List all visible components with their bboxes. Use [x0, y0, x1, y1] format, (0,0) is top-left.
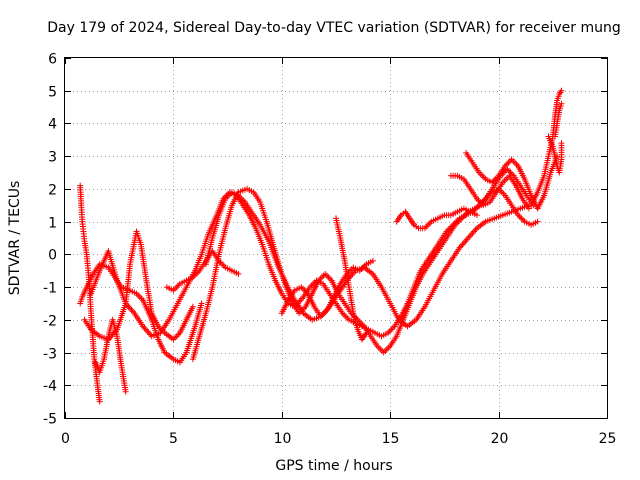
series-track7	[202, 189, 532, 330]
x-tick-label: 15	[382, 431, 400, 447]
data-point	[369, 257, 376, 264]
data-point	[122, 388, 129, 395]
plot-frame	[64, 57, 608, 419]
x-tick-label: 20	[491, 431, 509, 447]
series-track4	[81, 228, 196, 343]
y-tick-label: 0	[48, 248, 57, 264]
y-axis-label: SDTVAR / TECUs	[7, 181, 23, 296]
y-tick-label: -1	[43, 281, 57, 297]
x-tick-label: 0	[61, 431, 70, 447]
series-track6	[189, 166, 537, 363]
data-point	[558, 100, 565, 107]
y-tick-label: -3	[43, 347, 57, 363]
grid-lines	[65, 58, 607, 418]
x-tick-label: 5	[169, 431, 178, 447]
series-track15	[545, 133, 565, 176]
y-tick-labels: -5 -4 -3 -2 -1 0 1 2 3 4 5 6	[43, 52, 57, 428]
y-tick-label: 4	[48, 117, 57, 133]
y-tick-label: 3	[48, 150, 57, 166]
y-tick-label: -2	[43, 314, 57, 330]
y-tick-label: 6	[48, 52, 57, 68]
data-point	[558, 87, 565, 94]
y-tick-label: -5	[43, 412, 57, 428]
data-point	[534, 218, 541, 225]
data-point	[473, 212, 480, 219]
y-tick-label: -4	[43, 379, 57, 395]
x-tick-labels: 0 5 10 15 20 25	[61, 431, 616, 447]
series-layer	[77, 87, 565, 405]
series-track8	[163, 248, 242, 294]
data-point	[198, 300, 205, 307]
x-tick-label: 25	[599, 431, 617, 447]
data-point	[189, 303, 196, 310]
y-tick-label: 2	[48, 183, 57, 199]
x-axis-label: GPS time / hours	[275, 458, 392, 474]
data-point	[235, 271, 242, 277]
data-point	[363, 329, 370, 336]
series-track16	[552, 100, 565, 140]
x-tick-label: 10	[274, 431, 292, 447]
series-line	[192, 168, 534, 360]
y-tick-label: 5	[48, 85, 57, 101]
data-point	[558, 140, 565, 147]
data-point	[526, 205, 532, 212]
chart-title: Day 179 of 2024, Sidereal Day-to-day VTE…	[47, 20, 621, 36]
data-point	[96, 398, 103, 405]
series-track12	[447, 172, 532, 212]
y-tick-label: 1	[48, 216, 57, 232]
series-track11	[393, 205, 480, 232]
series-line	[205, 191, 530, 328]
axis-ticks	[65, 58, 608, 419]
series-track10	[333, 215, 370, 343]
